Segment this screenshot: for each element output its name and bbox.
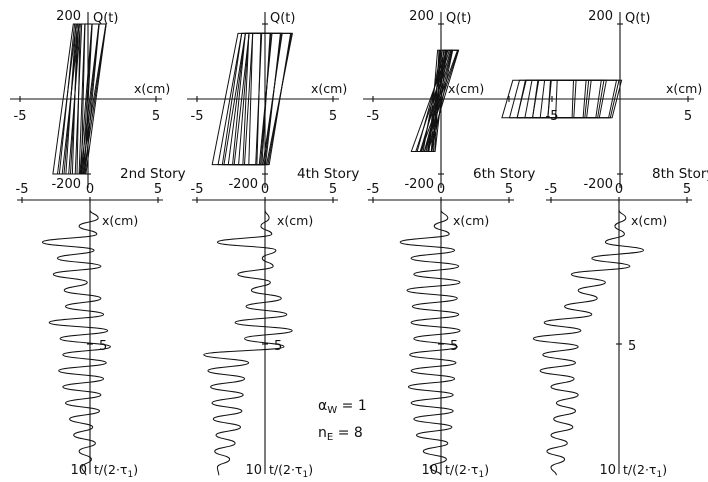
x-tick-label: 0 [261, 182, 269, 197]
hysteresis-panel-1 [10, 12, 162, 188]
history-panel-4 [532, 197, 692, 476]
x-tick-label: 5 [152, 109, 160, 124]
history-panel-1 [17, 197, 163, 476]
displacement-trace [399, 209, 461, 476]
hysteresis-loop [432, 49, 441, 152]
x-axis-label: x(cm) [134, 81, 170, 96]
t-tick-label: 10 [421, 463, 438, 478]
q-tick-label: 200 [588, 9, 613, 24]
q-tick-label: 200 [409, 9, 434, 24]
hysteresis-panel-3 [363, 12, 515, 188]
story-label: 4th Story [297, 166, 359, 182]
q-axis-label: Q(t) [93, 11, 118, 26]
x-tick-label: 0 [86, 182, 94, 197]
x-axis-label: x(cm) [448, 81, 484, 96]
t-axis-label: t/(2·τ1) [94, 462, 138, 480]
x-axis-label: x(cm) [631, 213, 667, 228]
q-tick-label: -200 [583, 177, 613, 192]
t-axis-label: t/(2·τ1) [445, 462, 489, 480]
q-tick-label: -200 [51, 177, 81, 192]
t-tick-label: 5 [99, 339, 107, 354]
t-tick-label: 5 [628, 339, 636, 354]
story-label: 6th Story [473, 166, 535, 182]
x-tick-label: -5 [191, 109, 204, 124]
x-tick-label: 5 [505, 182, 513, 197]
x-tick-label: -5 [367, 109, 380, 124]
x-tick-label: -5 [545, 182, 558, 197]
story-label: 2nd Story [120, 166, 186, 182]
x-tick-label: -5 [367, 182, 380, 197]
hysteresis-panel-2 [187, 12, 339, 188]
x-tick-label: 0 [437, 182, 445, 197]
displacement-trace [532, 209, 644, 476]
history-panel-2 [192, 197, 338, 476]
q-axis-label: Q(t) [625, 11, 650, 26]
t-tick-label: 10 [599, 463, 616, 478]
displacement-trace [203, 209, 293, 476]
x-axis-label: x(cm) [277, 213, 313, 228]
x-tick-label: -5 [14, 109, 27, 124]
q-axis-label: Q(t) [270, 11, 295, 26]
x-tick-label: -5 [546, 109, 559, 124]
hysteresis-loop [248, 32, 262, 166]
param-n: nE = 8 [318, 425, 363, 443]
x-axis-label: x(cm) [453, 213, 489, 228]
x-tick-label: -5 [191, 182, 204, 197]
q-tick-label: -200 [228, 177, 258, 192]
param-alpha: αW = 1 [318, 398, 367, 416]
q-tick-label: 200 [56, 9, 81, 24]
x-axis-label: x(cm) [311, 81, 347, 96]
x-tick-label: 0 [615, 182, 623, 197]
t-axis-label: t/(2·τ1) [623, 462, 667, 480]
x-tick-label: 5 [683, 182, 691, 197]
x-tick-label: 5 [329, 182, 337, 197]
x-axis-label: x(cm) [102, 213, 138, 228]
t-axis-label: t/(2·τ1) [269, 462, 313, 480]
x-tick-label: 5 [329, 109, 337, 124]
hysteresis-loop [555, 79, 575, 119]
hysteresis-loop [76, 23, 86, 175]
x-tick-label: -5 [16, 182, 29, 197]
x-axis-label: x(cm) [666, 81, 702, 96]
x-tick-label: 5 [154, 182, 162, 197]
t-tick-label: 10 [70, 463, 87, 478]
displacement-trace [41, 209, 111, 476]
x-tick-label: 5 [684, 109, 692, 124]
hysteresis-panel-4 [490, 12, 694, 188]
t-tick-label: 10 [245, 463, 262, 478]
q-tick-label: -200 [404, 177, 434, 192]
story-label: 8th Story [652, 166, 708, 182]
t-tick-label: 5 [274, 339, 282, 354]
history-panel-3 [368, 197, 514, 476]
q-axis-label: Q(t) [446, 11, 471, 26]
t-tick-label: 5 [450, 339, 458, 354]
